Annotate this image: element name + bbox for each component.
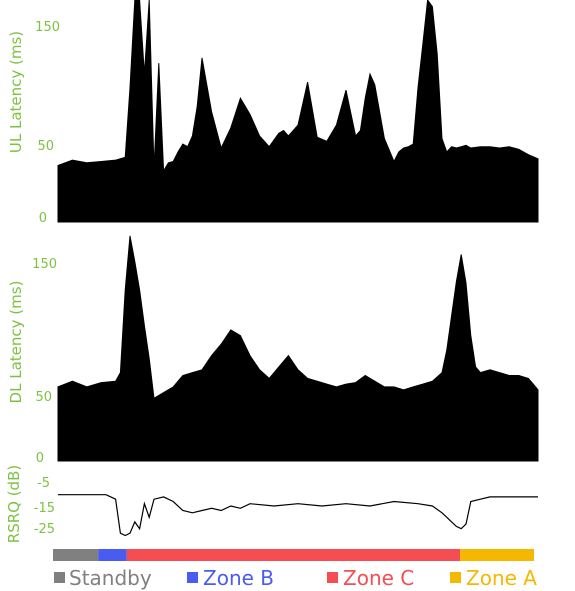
dl-tick-0: 0 bbox=[36, 451, 44, 466]
legend-swatch-zone-a bbox=[450, 572, 461, 583]
legend-label-standby: Standby bbox=[69, 566, 152, 590]
zone-legend: Standby Zone B Zone C Zone A bbox=[54, 566, 537, 590]
ul-tick-0: 0 bbox=[39, 211, 47, 226]
dl-tick-150: 150 bbox=[32, 257, 57, 272]
legend-label-zone-c: Zone C bbox=[343, 566, 414, 590]
legend-swatch-standby bbox=[54, 572, 65, 583]
zone-segment-standby bbox=[53, 549, 99, 561]
rsrq-line bbox=[58, 494, 538, 537]
dl-latency-plot bbox=[57, 235, 539, 462]
rsrq-tick-minus-5: -5 bbox=[37, 476, 50, 491]
legend-item-zone-c: Zone C bbox=[327, 566, 414, 590]
legend-label-zone-a: Zone A bbox=[466, 566, 537, 590]
zone-segment-zone-b bbox=[98, 549, 127, 561]
ul-tick-150: 150 bbox=[35, 20, 60, 35]
dl-tick-50: 50 bbox=[35, 390, 52, 405]
ul-latency-area bbox=[57, 0, 539, 223]
legend-item-zone-a: Zone A bbox=[450, 566, 537, 590]
legend-label-zone-b: Zone B bbox=[203, 566, 274, 590]
zone-timeline-bar bbox=[53, 549, 534, 561]
dl-latency-axis-label: DL Latency (ms) bbox=[7, 281, 25, 404]
legend-swatch-zone-c bbox=[327, 572, 338, 583]
zone-segment-zone-c bbox=[126, 549, 461, 561]
rsrq-axis-label: RSRQ (dB) bbox=[5, 465, 23, 543]
ul-latency-plot bbox=[57, 0, 539, 223]
legend-item-zone-b: Zone B bbox=[187, 566, 274, 590]
legend-swatch-zone-b bbox=[187, 572, 198, 583]
ul-latency-panel: UL Latency (ms) 150 50 0 bbox=[7, 0, 539, 226]
rsrq-plot bbox=[58, 494, 538, 537]
ul-latency-axis-label: UL Latency (ms) bbox=[7, 31, 25, 153]
dl-latency-area bbox=[57, 235, 539, 462]
rsrq-tick-minus-25: -25 bbox=[34, 522, 55, 537]
rsrq-tick-minus-15: -15 bbox=[34, 501, 55, 516]
zone-segment-zone-a bbox=[460, 549, 534, 561]
rsrq-panel: RSRQ (dB) -5 -15 -25 bbox=[5, 465, 538, 543]
dl-latency-panel: DL Latency (ms) 150 50 0 bbox=[7, 235, 539, 466]
legend-item-standby: Standby bbox=[54, 566, 152, 590]
ul-tick-50: 50 bbox=[37, 139, 54, 154]
